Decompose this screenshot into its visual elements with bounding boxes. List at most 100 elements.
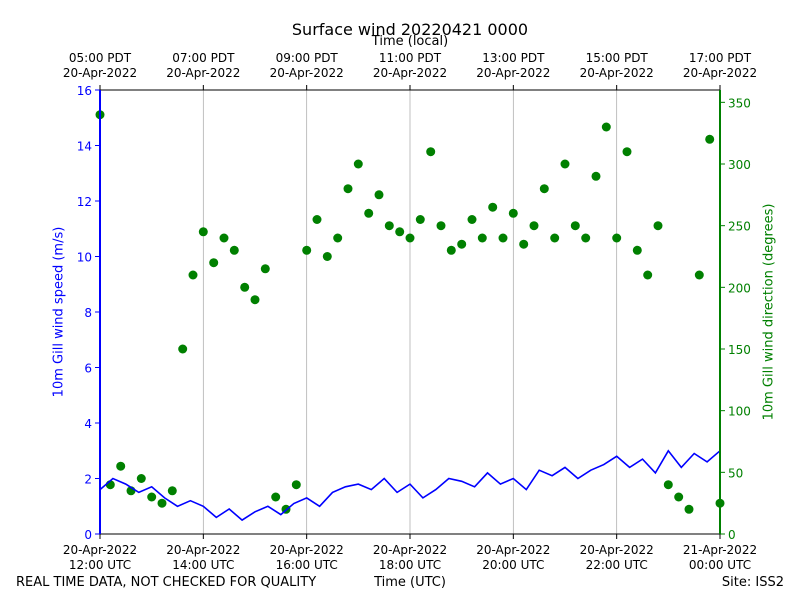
wind-direction-point <box>167 486 177 496</box>
wind-direction-point <box>529 221 539 231</box>
vertical-gridlines <box>202 90 618 534</box>
wind-direction-point <box>240 282 250 292</box>
chart-title: Surface wind 20220421 0000 <box>291 20 529 39</box>
y-left-tick-label: 2 <box>84 473 92 487</box>
wind-direction-point <box>291 480 301 490</box>
x-top-tick-date: 20-Apr-2022 <box>580 66 654 80</box>
wind-direction-point <box>591 171 601 181</box>
wind-direction-point <box>178 344 188 354</box>
wind-direction-point <box>188 270 198 280</box>
x-top-tick-time: 05:00 PDT <box>69 51 132 65</box>
wind-direction-point <box>570 221 580 231</box>
x-top-tick-time: 17:00 PDT <box>689 51 752 65</box>
wind-direction-point <box>405 233 415 243</box>
y-left-tick-label: 4 <box>84 417 92 431</box>
x-bottom-tick-date: 20-Apr-2022 <box>476 543 550 557</box>
x-bottom-tick-date: 20-Apr-2022 <box>166 543 240 557</box>
x-bottom-tick-time: 16:00 UTC <box>276 558 338 572</box>
wind-direction-point <box>560 159 570 169</box>
wind-direction-point <box>157 498 167 508</box>
wind-direction-point <box>498 233 508 243</box>
x-bottom-tick-time: 14:00 UTC <box>172 558 234 572</box>
wind-direction-point <box>209 258 219 268</box>
x-top-tick-date: 20-Apr-2022 <box>683 66 757 80</box>
y-right-tick-label: 350 <box>728 96 751 110</box>
x-bottom-tick-date: 20-Apr-2022 <box>580 543 654 557</box>
x-bottom-tick-date: 20-Apr-2022 <box>63 543 137 557</box>
x-top-tick-date: 20-Apr-2022 <box>166 66 240 80</box>
wind-direction-point <box>198 227 208 237</box>
y-right-tick-label: 100 <box>728 405 751 419</box>
bottom-x-axis-label: Time (UTC) <box>374 575 446 590</box>
wind-direction-point <box>457 239 467 249</box>
wind-direction-point <box>426 147 436 157</box>
wind-direction-point <box>488 202 498 212</box>
wind-direction-point <box>333 233 343 243</box>
x-bottom-tick-date: 21-Apr-2022 <box>683 543 757 557</box>
x-top-tick-date: 20-Apr-2022 <box>373 66 447 80</box>
x-bottom-tick-date: 20-Apr-2022 <box>270 543 344 557</box>
x-bottom-tick-time: 12:00 UTC <box>69 558 131 572</box>
quality-disclaimer: REAL TIME DATA, NOT CHECKED FOR QUALITY <box>16 575 317 590</box>
wind-direction-point <box>415 215 425 224</box>
left-y-axis-ticks: 0 2 4 6 8 10 12 14 16 <box>77 84 100 542</box>
y-right-tick-label: 50 <box>728 466 743 480</box>
left-y-axis-label: 10m Gill wind speed (m/s) <box>51 226 67 398</box>
y-left-tick-label: 16 <box>77 84 92 98</box>
y-right-tick-label: 150 <box>728 343 751 357</box>
wind-direction-series <box>95 110 725 514</box>
wind-direction-point <box>395 227 405 237</box>
x-top-tick-time: 09:00 PDT <box>276 51 339 65</box>
wind-direction-point <box>322 252 332 261</box>
x-top-tick-date: 20-Apr-2022 <box>476 66 550 80</box>
y-left-tick-label: 6 <box>84 362 92 376</box>
x-bottom-tick-time: 22:00 UTC <box>586 558 648 572</box>
wind-direction-point <box>260 264 270 274</box>
wind-direction-point <box>312 215 322 224</box>
wind-direction-point <box>643 270 653 280</box>
wind-direction-point <box>147 492 157 502</box>
site-label: Site: ISS2 <box>721 575 784 590</box>
wind-direction-point <box>622 147 632 157</box>
y-right-tick-label: 250 <box>728 220 751 234</box>
x-top-tick-time: 15:00 PDT <box>586 51 649 65</box>
y-left-tick-label: 0 <box>84 528 92 542</box>
wind-direction-point <box>477 233 487 243</box>
wind-direction-point <box>384 221 394 231</box>
wind-direction-point <box>116 461 126 471</box>
wind-direction-point <box>684 504 694 514</box>
wind-direction-point <box>374 190 384 200</box>
wind-direction-point <box>632 245 642 255</box>
y-left-tick-label: 12 <box>77 195 92 209</box>
x-bottom-tick-time: 00:00 UTC <box>689 558 751 572</box>
y-right-tick-label: 200 <box>728 281 751 295</box>
wind-direction-point <box>674 492 684 502</box>
wind-direction-point <box>343 184 353 194</box>
wind-direction-point <box>219 233 229 243</box>
x-top-tick-time: 07:00 PDT <box>172 51 235 65</box>
wind-direction-point <box>612 233 622 243</box>
y-left-tick-label: 14 <box>77 140 92 154</box>
x-top-tick-time: 11:00 PDT <box>379 51 442 65</box>
y-left-tick-label: 8 <box>84 306 92 320</box>
wind-direction-point <box>250 295 260 305</box>
x-top-tick-time: 13:00 PDT <box>482 51 545 65</box>
wind-direction-point <box>229 245 239 255</box>
wind-direction-point <box>353 159 363 169</box>
wind-direction-point <box>653 221 663 231</box>
wind-direction-point <box>436 221 446 231</box>
wind-direction-point <box>302 245 312 255</box>
wind-direction-point <box>364 208 374 218</box>
wind-direction-point <box>539 184 549 194</box>
x-bottom-tick-time: 20:00 UTC <box>482 558 544 572</box>
y-right-tick-label: 300 <box>728 158 751 172</box>
x-bottom-tick-date: 20-Apr-2022 <box>373 543 447 557</box>
wind-direction-point <box>705 134 715 144</box>
wind-direction-point <box>694 270 704 280</box>
wind-direction-point <box>446 245 456 255</box>
wind-speed-series <box>99 449 721 522</box>
wind-direction-point <box>136 474 146 483</box>
